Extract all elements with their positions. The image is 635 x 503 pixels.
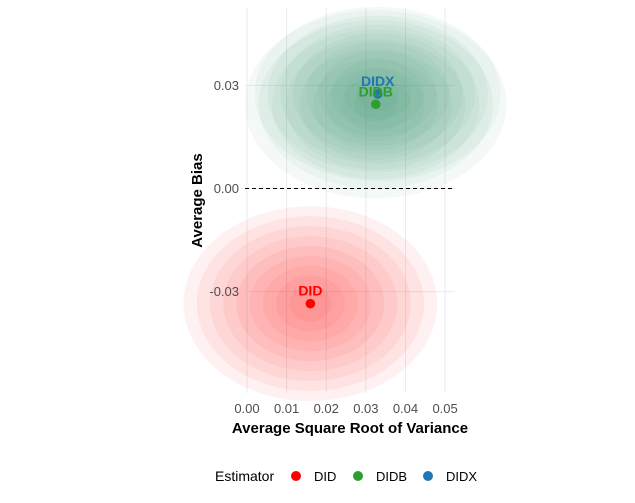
legend-key-didb — [353, 471, 363, 481]
y-tick-label-1: 0.00 — [214, 181, 239, 196]
didb-point — [370, 99, 381, 110]
x-tick-label-3: 0.03 — [353, 401, 378, 416]
did-point-label: DID — [298, 283, 322, 299]
legend-label-didx: DIDX — [446, 469, 477, 484]
y-axis-title: Average Bias — [189, 153, 206, 248]
uncertainty-halos — [183, 6, 507, 401]
x-axis-title: Average Square Root of Variance — [232, 420, 468, 437]
x-tick-label-4: 0.04 — [393, 401, 418, 416]
didx-point — [372, 89, 383, 99]
x-tick-labels: 0.00 0.01 0.02 0.03 0.04 0.05 — [234, 401, 457, 416]
y-tick-labels: -0.03 0.00 0.03 — [209, 78, 239, 299]
legend-key-didx — [423, 471, 433, 481]
x-tick-label-5: 0.05 — [432, 401, 457, 416]
legend-key-did — [291, 471, 301, 481]
legend-label-didb: DIDB — [376, 469, 407, 484]
legend-title: Estimator — [215, 468, 274, 484]
y-tick-label-2: 0.03 — [214, 78, 239, 93]
didx-point-label: DIDX — [361, 73, 395, 89]
grid — [245, 8, 455, 393]
didb-point-label: DIDB — [359, 83, 393, 99]
did-point — [305, 298, 316, 309]
legend-label-did: DID — [314, 469, 336, 484]
x-tick-label-2: 0.02 — [314, 401, 339, 416]
x-tick-label-1: 0.01 — [274, 401, 299, 416]
legend: Estimator DID DIDB DIDX — [215, 468, 477, 484]
x-tick-label-0: 0.00 — [234, 401, 259, 416]
y-tick-label-0: -0.03 — [209, 284, 239, 299]
